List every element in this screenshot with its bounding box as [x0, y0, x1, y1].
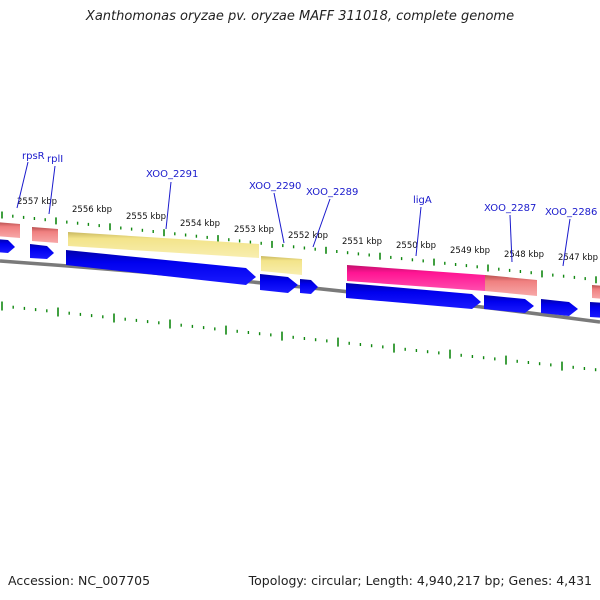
inner-scale-ticks [1, 301, 597, 372]
leader-line [509, 214, 513, 263]
gene-label-rplI: rplI [47, 154, 63, 165]
gene-labels: rpsR rplI XOO_2291 XOO_2290 XOO_2289 lig… [16, 151, 597, 267]
cds-arrow-XOO_2289 [300, 279, 318, 294]
feature-pink-ligA [347, 265, 485, 291]
cds-track [0, 239, 600, 318]
gene-label-rpsR: rpsR [22, 151, 45, 162]
leader-line [273, 192, 285, 244]
leader-line [165, 181, 172, 230]
cds-arrow-ligA [346, 283, 481, 309]
feature-salmon-right [592, 285, 600, 299]
cds-arrow-right-edge [590, 302, 600, 318]
gene-label-XOO_2290: XOO_2290 [249, 181, 301, 192]
gene-label-XOO_2286: XOO_2286 [545, 207, 597, 218]
leader-line [562, 218, 571, 267]
feature-track [0, 222, 600, 299]
cds-arrow-rpsR [0, 239, 15, 253]
genome-stats: Topology: circular; Length: 4,940,217 bp… [248, 573, 592, 588]
leader-line [415, 206, 422, 257]
kbp-label: 2557 kbp [17, 197, 57, 207]
kbp-label: 2553 kbp [234, 225, 274, 235]
kbp-label: 2549 kbp [450, 246, 490, 256]
outer-scale-ticks [1, 211, 597, 284]
position-labels: 2557 kbp 2556 kbp 2555 kbp 2554 kbp 2553… [17, 197, 598, 263]
gene-label-ligA: ligA [413, 195, 432, 206]
cds-arrow-XOO_2291 [66, 250, 256, 285]
gene-label-XOO_2289: XOO_2289 [306, 187, 358, 198]
cds-arrow-XOO_2290 [260, 274, 298, 293]
kbp-label: 2552 kbp [288, 231, 328, 241]
feature-khaki-XOO_2290 [261, 256, 302, 275]
map-title: Xanthomonas oryzae pv. oryzae MAFF 31101… [85, 9, 515, 24]
feature-salmon-XOO_2287 [485, 275, 537, 296]
gene-label-XOO_2287: XOO_2287 [484, 203, 536, 214]
feature-salmon-left [0, 222, 20, 238]
accession-label: Accession: NC_007705 [8, 573, 151, 588]
kbp-label: 2555 kbp [126, 212, 166, 222]
kbp-label: 2548 kbp [504, 250, 544, 260]
feature-khaki-XOO_2291 [68, 232, 259, 258]
cds-arrow-XOO_2286 [541, 299, 578, 316]
cds-arrow-XOO_2287 [484, 295, 534, 313]
leader-line [312, 198, 331, 248]
kbp-label: 2550 kbp [396, 241, 436, 251]
kbp-label: 2551 kbp [342, 237, 382, 247]
kbp-label: 2556 kbp [72, 205, 112, 215]
kbp-label: 2554 kbp [180, 219, 220, 229]
kbp-label: 2547 kbp [558, 253, 598, 263]
leader-line [16, 161, 29, 209]
leader-line [48, 165, 56, 215]
cds-arrow-rplI [30, 244, 54, 259]
feature-salmon-rplI [32, 227, 58, 243]
gene-label-XOO_2291: XOO_2291 [146, 169, 198, 180]
